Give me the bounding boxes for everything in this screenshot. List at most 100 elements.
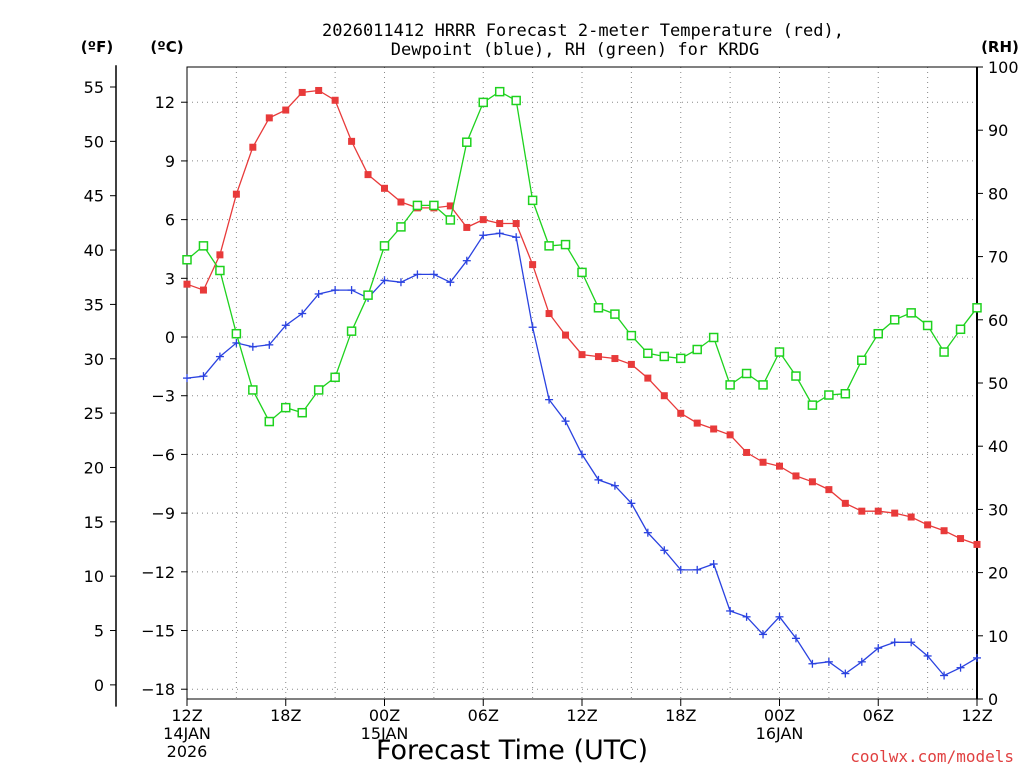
dewpoint-point — [857, 657, 866, 666]
temperature-point — [529, 261, 537, 269]
fahrenheit-tick-label: 10 — [84, 567, 104, 586]
temperature-point — [776, 462, 783, 470]
dewpoint-point — [693, 565, 702, 574]
temperature-point — [298, 88, 306, 96]
x-tick-year-label: 2026 — [167, 742, 208, 761]
rh-point — [281, 402, 291, 413]
dewpoint-point — [215, 352, 224, 361]
rh-point — [807, 400, 818, 410]
rh-point — [708, 332, 719, 343]
temperature-point — [265, 114, 273, 122]
fahrenheit-tick-label: 45 — [84, 187, 104, 206]
x-tick-label: 12Z — [961, 706, 992, 725]
rh-point — [527, 195, 538, 206]
temperature-point — [726, 431, 734, 439]
x-tick-label: 00Z — [764, 706, 795, 725]
temperature-point — [693, 419, 701, 427]
dewpoint-point — [956, 663, 965, 672]
dewpoint-point — [265, 340, 274, 349]
temperature-point — [627, 360, 635, 368]
temperature-point — [315, 86, 323, 94]
x-tick-label: 00Z — [369, 706, 400, 725]
temperature-point — [841, 499, 849, 507]
temperature-point — [677, 409, 685, 417]
rh-point — [972, 303, 982, 313]
temperature-point — [808, 478, 816, 486]
dewpoint-point — [726, 606, 735, 615]
celsius-tick-label: −15 — [141, 622, 175, 641]
temperature-point — [183, 280, 191, 288]
dewpoint-point — [462, 256, 471, 265]
celsius-tick-label: −3 — [151, 387, 175, 406]
dewpoint-point — [940, 671, 949, 680]
temperature-point — [463, 223, 471, 231]
rh-point — [659, 351, 670, 362]
fahrenheit-tick-label: 55 — [84, 78, 104, 97]
rh-point — [692, 344, 702, 355]
temperature-point — [825, 486, 833, 494]
rh-point — [396, 222, 406, 232]
temperature-point — [249, 143, 257, 151]
dewpoint-point — [429, 270, 438, 279]
celsius-tick-label: −9 — [151, 504, 175, 523]
grid-lines — [187, 67, 977, 699]
dewpoint-point — [347, 286, 356, 295]
dewpoint-point — [676, 565, 685, 574]
rh-point — [939, 347, 949, 357]
rh-unit-label: (RH) — [981, 38, 1019, 56]
rh-tick-label: 20 — [988, 564, 1008, 583]
temperature-point — [216, 251, 224, 259]
fahrenheit-tick-label: 25 — [84, 404, 104, 423]
dewpoint-point — [314, 289, 323, 298]
temperature-point — [874, 507, 882, 515]
dewpoint-point — [610, 481, 619, 490]
temperature-point — [594, 353, 602, 361]
celsius-unit-label: (ºC) — [150, 38, 183, 56]
rh-point — [478, 97, 488, 108]
dewpoint-point — [578, 450, 586, 459]
temperature-point — [479, 216, 487, 224]
credit-text: coolwx.com/models — [850, 747, 1014, 766]
rh-point — [198, 241, 209, 251]
rh-point — [429, 200, 439, 211]
x-tick-label: 12Z — [566, 706, 597, 725]
dewpoint-point — [890, 638, 899, 647]
temperature-point — [907, 513, 915, 521]
fahrenheit-tick-label: 5 — [94, 622, 104, 641]
dewpoint-point — [331, 286, 340, 295]
rh-point — [330, 372, 340, 383]
dewpoint-point — [446, 278, 455, 287]
temperature-point — [364, 171, 372, 179]
rh-point — [313, 385, 324, 395]
rh-tick-label: 10 — [988, 627, 1008, 646]
rh-tick-label: 60 — [988, 311, 1008, 330]
dewpoint-point — [709, 559, 718, 568]
axes — [110, 65, 983, 707]
dewpoint-point — [248, 342, 257, 351]
dewpoint-series — [183, 229, 981, 680]
rh-point — [182, 255, 192, 265]
x-tick-date-label: 15JAN — [361, 724, 409, 743]
dewpoint-point — [413, 270, 422, 279]
rh-point — [215, 265, 225, 276]
temperature-point — [891, 509, 899, 517]
temperature-point — [792, 472, 800, 480]
fahrenheit-unit-label: (ºF) — [81, 38, 113, 56]
temperature-series — [183, 86, 981, 548]
temperature-point — [348, 137, 356, 145]
dewpoint-point — [495, 229, 504, 238]
rh-point — [511, 95, 521, 106]
dewpoint-point — [396, 278, 405, 287]
rh-point — [231, 328, 242, 339]
rh-point — [379, 241, 390, 251]
rh-point — [643, 348, 653, 359]
rh-point — [955, 324, 966, 335]
temperature-point — [578, 351, 586, 359]
celsius-tick-label: 6 — [165, 211, 175, 230]
dewpoint-point — [561, 417, 570, 426]
dewpoint-point — [841, 669, 850, 678]
rh-point — [610, 309, 620, 319]
dewpoint-point — [627, 499, 636, 508]
